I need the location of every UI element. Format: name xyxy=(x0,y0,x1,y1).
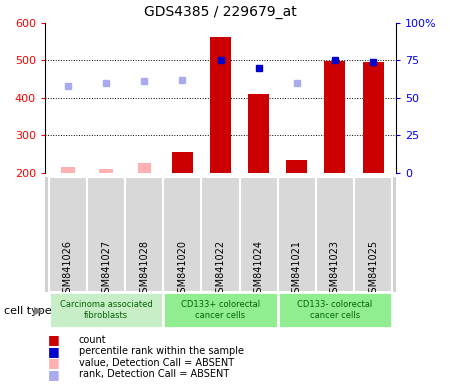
Bar xyxy=(172,152,193,173)
Title: GDS4385 / 229679_at: GDS4385 / 229679_at xyxy=(144,5,297,19)
FancyBboxPatch shape xyxy=(239,177,278,292)
Text: ▶: ▶ xyxy=(34,306,42,316)
Bar xyxy=(248,94,269,173)
Text: ■: ■ xyxy=(48,333,60,346)
FancyBboxPatch shape xyxy=(354,177,392,292)
Bar xyxy=(278,292,392,328)
Bar xyxy=(99,169,112,173)
Text: percentile rank within the sample: percentile rank within the sample xyxy=(79,346,244,356)
Bar xyxy=(363,62,383,173)
Bar xyxy=(324,61,346,173)
FancyBboxPatch shape xyxy=(87,177,125,292)
Bar xyxy=(138,164,151,173)
FancyBboxPatch shape xyxy=(163,177,202,292)
Bar xyxy=(163,292,278,328)
FancyBboxPatch shape xyxy=(125,177,163,292)
Text: CD133+ colorectal
cancer cells: CD133+ colorectal cancer cells xyxy=(181,300,260,320)
Bar xyxy=(286,160,307,173)
Text: ■: ■ xyxy=(48,368,60,381)
FancyBboxPatch shape xyxy=(49,177,87,292)
Text: value, Detection Call = ABSENT: value, Detection Call = ABSENT xyxy=(79,358,234,368)
Text: Carcinoma associated
fibroblasts: Carcinoma associated fibroblasts xyxy=(60,300,153,320)
FancyBboxPatch shape xyxy=(202,177,239,292)
Text: CD133- colorectal
cancer cells: CD133- colorectal cancer cells xyxy=(297,300,373,320)
FancyBboxPatch shape xyxy=(316,177,354,292)
FancyBboxPatch shape xyxy=(278,177,316,292)
Bar xyxy=(210,37,231,173)
Text: ■: ■ xyxy=(48,345,60,358)
Text: cell type: cell type xyxy=(4,306,52,316)
Bar xyxy=(61,167,75,173)
Bar xyxy=(49,292,163,328)
Text: rank, Detection Call = ABSENT: rank, Detection Call = ABSENT xyxy=(79,369,229,379)
Text: ■: ■ xyxy=(48,356,60,369)
Text: count: count xyxy=(79,335,106,345)
